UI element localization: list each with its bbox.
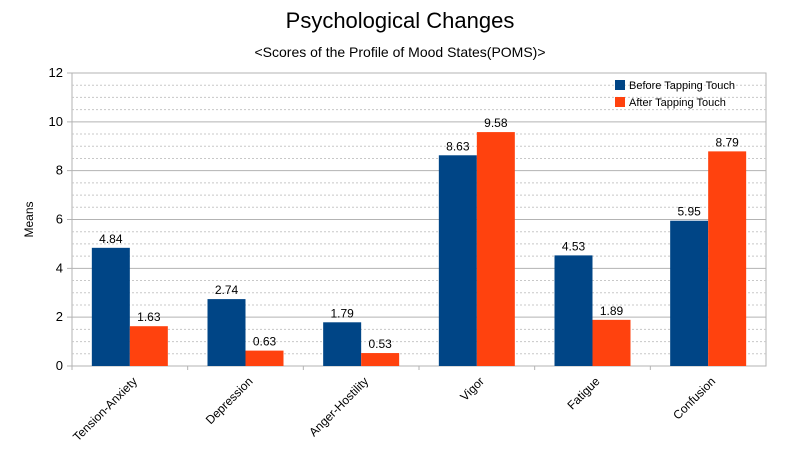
- y-tick-label: 12: [49, 65, 63, 80]
- x-category-label: Vigor: [457, 374, 487, 404]
- data-label: 8.79: [715, 135, 739, 149]
- y-tick-label: 6: [56, 212, 63, 227]
- y-tick-label: 0: [56, 358, 63, 373]
- legend: Before Tapping Touch After Tapping Touch: [615, 80, 735, 109]
- bar-after-depression: [245, 350, 284, 366]
- chart-subtitle: <Scores of the Profile of Mood States(PO…: [254, 44, 546, 60]
- bar-after-confusion: [708, 151, 747, 366]
- bar-before-confusion: [670, 220, 709, 366]
- data-label: 4.84: [99, 232, 123, 246]
- y-tick-label: 8: [56, 163, 63, 178]
- grid-lines: [67, 72, 767, 367]
- legend-label-after: After Tapping Touch: [629, 97, 726, 109]
- bar-before-vigor: [438, 155, 477, 366]
- data-label: 4.53: [562, 239, 586, 253]
- legend-swatch-after: [615, 97, 625, 107]
- data-labels: 4.84 1.63 2.74 0.63 1.79 0.53 8.63 9.58 4.53 1.89…: [99, 116, 739, 351]
- x-category-label: Tension-Anxiety: [70, 374, 140, 444]
- data-label: 0.53: [368, 337, 392, 351]
- data-label: 8.63: [446, 139, 470, 153]
- data-label: 1.79: [330, 306, 354, 320]
- x-category-label: Confusion: [670, 374, 718, 422]
- y-axis-label: Means: [22, 201, 36, 237]
- data-label: 5.95: [677, 205, 701, 219]
- data-label: 1.89: [600, 304, 624, 318]
- x-category-label: Anger-Hostility: [306, 374, 371, 439]
- bar-before-fatigue: [554, 255, 593, 366]
- data-label: 2.74: [215, 283, 239, 297]
- bar-after-fatigue: [592, 319, 631, 366]
- data-label: 0.63: [253, 335, 277, 349]
- y-tick-label: 2: [56, 309, 63, 324]
- bars: [91, 132, 747, 366]
- legend-label-before: Before Tapping Touch: [629, 80, 735, 92]
- bar-before-anger-hostility: [323, 322, 362, 366]
- y-tick-label: 10: [49, 114, 63, 129]
- x-category-label: Fatigue: [564, 374, 602, 412]
- legend-swatch-before: [615, 80, 625, 90]
- chart-title: Psychological Changes: [285, 8, 515, 33]
- bar-after-vigor: [476, 132, 515, 366]
- bar-before-tension-anxiety: [91, 247, 130, 366]
- data-label: 1.63: [137, 310, 161, 324]
- bar-after-anger-hostility: [361, 353, 400, 366]
- data-label: 9.58: [484, 116, 508, 130]
- bar-before-depression: [207, 299, 246, 366]
- x-category-label: Depression: [203, 374, 256, 427]
- bar-after-tension-anxiety: [129, 326, 168, 366]
- y-tick-label: 4: [56, 260, 63, 275]
